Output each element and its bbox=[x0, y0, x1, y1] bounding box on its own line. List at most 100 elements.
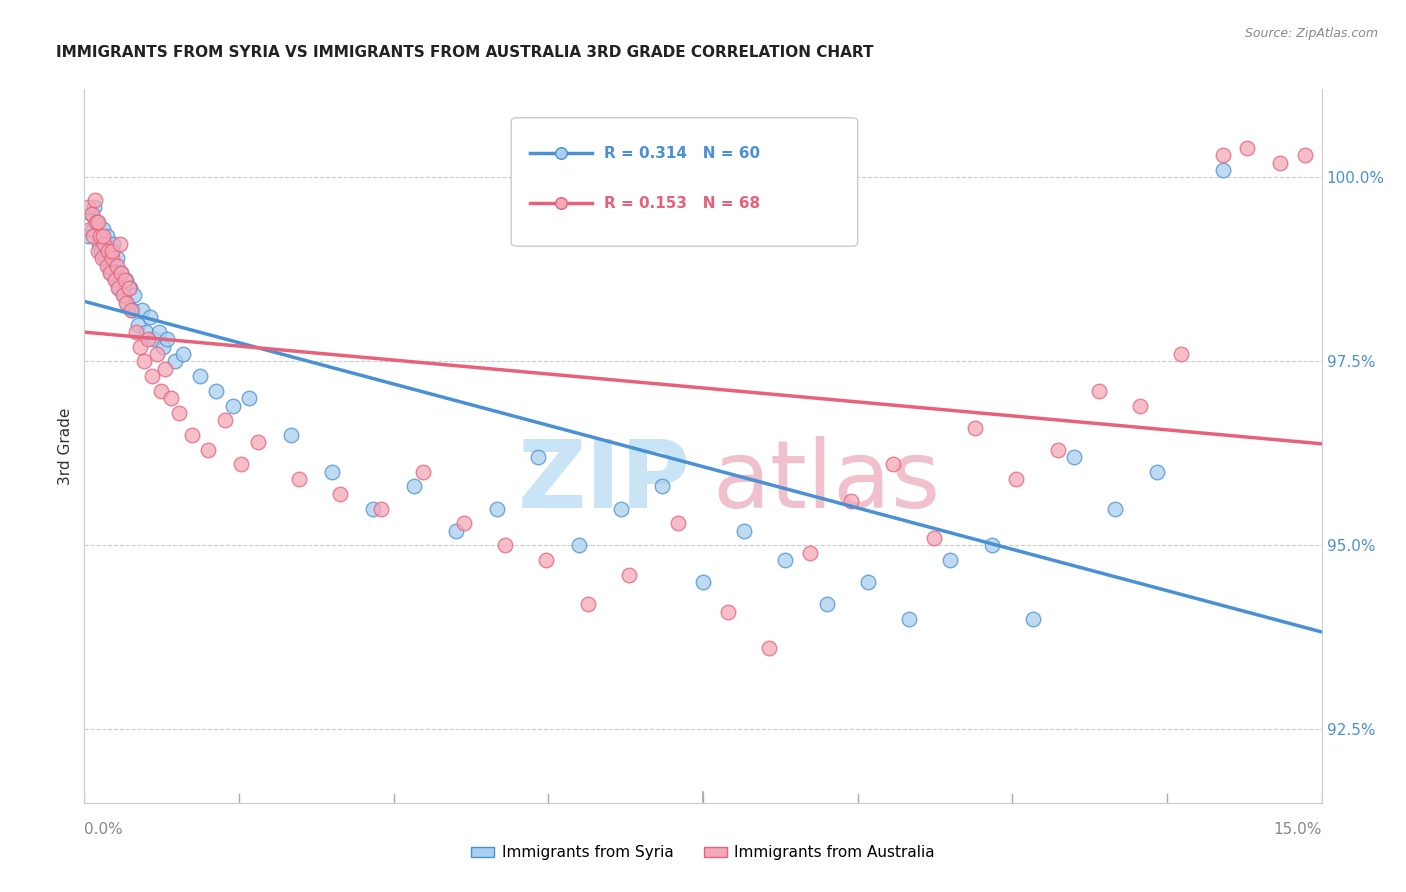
Point bbox=[197, 442, 219, 457]
Point bbox=[1170, 347, 1192, 361]
Point bbox=[90, 252, 112, 266]
Text: IMMIGRANTS FROM SYRIA VS IMMIGRANTS FROM AUSTRALIA 3RD GRADE CORRELATION CHART: IMMIGRANTS FROM SYRIA VS IMMIGRANTS FROM… bbox=[56, 45, 873, 60]
Point bbox=[1270, 155, 1292, 169]
Point bbox=[222, 399, 245, 413]
Point bbox=[1063, 450, 1085, 464]
Point bbox=[80, 207, 103, 221]
Point bbox=[1005, 472, 1028, 486]
Point bbox=[105, 252, 128, 266]
Point bbox=[89, 236, 111, 251]
Point bbox=[100, 244, 122, 258]
Point bbox=[280, 428, 302, 442]
Point bbox=[939, 553, 962, 567]
Point bbox=[139, 310, 162, 325]
Point bbox=[692, 575, 714, 590]
Point bbox=[329, 487, 352, 501]
Point bbox=[494, 538, 516, 552]
Point bbox=[172, 347, 194, 361]
Text: R = 0.314   N = 60: R = 0.314 N = 60 bbox=[605, 146, 761, 161]
Point bbox=[1022, 612, 1045, 626]
Point bbox=[135, 325, 157, 339]
Point bbox=[84, 214, 107, 228]
Point bbox=[152, 340, 174, 354]
Point bbox=[96, 229, 118, 244]
Point bbox=[87, 214, 110, 228]
Point bbox=[118, 281, 141, 295]
Point bbox=[188, 369, 211, 384]
Point bbox=[86, 244, 108, 258]
Point bbox=[108, 281, 131, 295]
Point bbox=[1104, 501, 1126, 516]
Point bbox=[1088, 384, 1111, 398]
Point bbox=[444, 524, 467, 538]
Point bbox=[94, 252, 117, 266]
Point bbox=[165, 354, 187, 368]
Point bbox=[82, 222, 104, 236]
Point bbox=[576, 597, 599, 611]
Point bbox=[980, 538, 1002, 552]
Point bbox=[568, 538, 591, 552]
Point bbox=[160, 391, 183, 405]
Point bbox=[799, 546, 821, 560]
FancyBboxPatch shape bbox=[512, 118, 858, 246]
Text: ZIP: ZIP bbox=[517, 435, 690, 528]
Point bbox=[77, 229, 100, 244]
Point bbox=[98, 259, 121, 273]
Point bbox=[112, 288, 135, 302]
Point bbox=[100, 266, 122, 280]
Point bbox=[246, 435, 269, 450]
Y-axis label: 3rd Grade: 3rd Grade bbox=[58, 408, 73, 484]
Point bbox=[922, 531, 945, 545]
Point bbox=[80, 207, 103, 221]
Point bbox=[105, 259, 128, 273]
Point bbox=[404, 479, 426, 493]
Point bbox=[98, 266, 121, 280]
Point bbox=[124, 325, 146, 339]
Text: Source: ZipAtlas.com: Source: ZipAtlas.com bbox=[1244, 27, 1378, 40]
Point bbox=[156, 332, 179, 346]
Point bbox=[536, 553, 558, 567]
Text: R = 0.153   N = 68: R = 0.153 N = 68 bbox=[605, 196, 761, 211]
Point bbox=[107, 281, 129, 295]
Point bbox=[609, 501, 631, 516]
Point bbox=[758, 641, 780, 656]
Point bbox=[965, 420, 987, 434]
Point bbox=[104, 273, 127, 287]
Point bbox=[361, 501, 384, 516]
Point bbox=[666, 516, 689, 531]
Text: 0.0%: 0.0% bbox=[84, 822, 124, 837]
Point bbox=[93, 236, 115, 251]
Point bbox=[1236, 141, 1258, 155]
Point bbox=[153, 361, 176, 376]
Point bbox=[143, 332, 166, 346]
Point bbox=[229, 458, 252, 472]
Point bbox=[898, 612, 921, 626]
Point bbox=[131, 302, 153, 317]
Point bbox=[122, 288, 145, 302]
Point bbox=[617, 567, 640, 582]
Point bbox=[89, 229, 111, 244]
Point bbox=[527, 450, 550, 464]
Point bbox=[651, 479, 673, 493]
Point bbox=[112, 288, 135, 302]
Point bbox=[412, 465, 434, 479]
Point bbox=[104, 273, 127, 287]
Point bbox=[79, 222, 101, 236]
Point bbox=[1212, 163, 1234, 178]
Point bbox=[214, 413, 236, 427]
Point bbox=[1146, 465, 1168, 479]
Point bbox=[108, 236, 131, 251]
Point bbox=[1294, 148, 1316, 162]
Point bbox=[1129, 399, 1152, 413]
Point bbox=[370, 501, 392, 516]
Point bbox=[90, 244, 112, 258]
Point bbox=[141, 369, 163, 384]
Point bbox=[717, 605, 740, 619]
Point bbox=[110, 266, 132, 280]
Point bbox=[86, 214, 108, 228]
Point bbox=[205, 384, 228, 398]
Text: 15.0%: 15.0% bbox=[1274, 822, 1322, 837]
Point bbox=[150, 384, 173, 398]
Point bbox=[84, 193, 107, 207]
Point bbox=[1212, 148, 1234, 162]
